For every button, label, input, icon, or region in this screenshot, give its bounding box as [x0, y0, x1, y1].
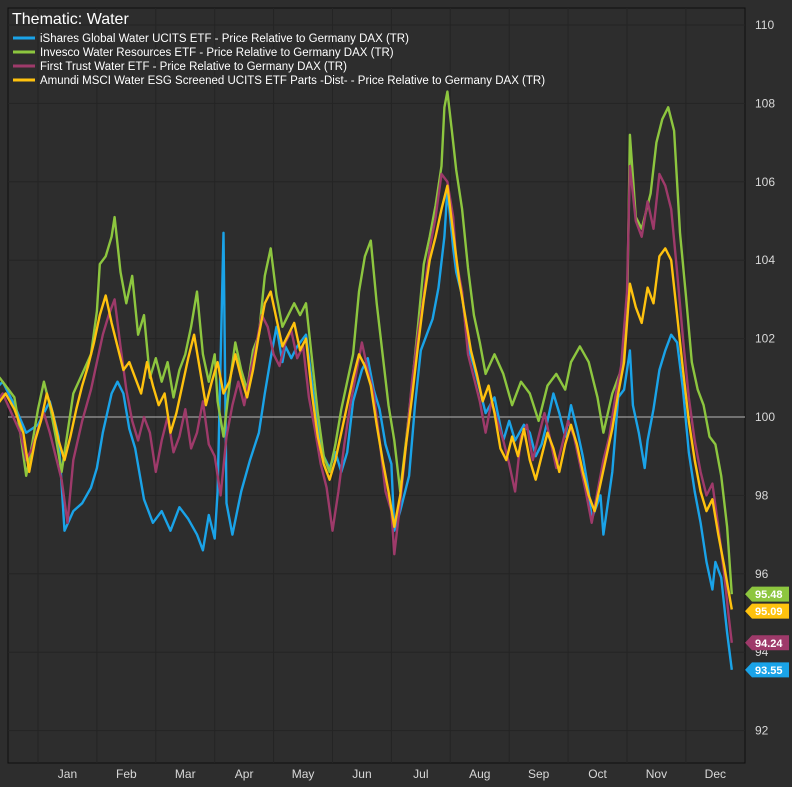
legend-entry-1: iShares Global Water UCITS ETF - Price R…: [40, 33, 409, 45]
y-tick-label: 100: [755, 410, 775, 424]
end-label-value-2: 95.48: [755, 589, 783, 601]
end-labels: 95.48 95.09 94.24 93.55: [745, 586, 789, 678]
legend: iShares Global Water UCITS ETF - Price R…: [13, 33, 545, 87]
y-tick-label: 106: [755, 175, 775, 189]
x-tick-label: Nov: [646, 767, 667, 781]
grid: [7, 7, 746, 764]
chart-title: Thematic: Water: [12, 11, 129, 28]
y-tick-label: 96: [755, 567, 769, 581]
end-label-value-4: 95.09: [755, 606, 783, 618]
end-label-tag-1: [745, 662, 789, 678]
x-tick-label: Feb: [116, 767, 137, 781]
y-tick-label: 102: [755, 332, 775, 346]
x-tick-label: Jul: [413, 767, 428, 781]
series-line-1: [0, 188, 733, 670]
x-tick-label: Aug: [469, 767, 490, 781]
x-tick-label: Sep: [528, 767, 550, 781]
series-group: [0, 90, 733, 670]
y-tick-label: 110: [755, 18, 774, 32]
series-line-4: [0, 184, 733, 610]
x-tick-label: Jun: [352, 767, 371, 781]
plot-area: [7, 7, 746, 764]
x-tick-label: Jan: [58, 767, 77, 781]
x-tick-label: Apr: [235, 767, 254, 781]
x-tick-label: Dec: [705, 767, 726, 781]
end-label-tag-4: [745, 603, 789, 619]
end-label-value-3: 94.24: [755, 638, 783, 650]
legend-entry-3: First Trust Water ETF - Price Relative t…: [40, 61, 347, 73]
legend-entry-2: Invesco Water Resources ETF - Price Rela…: [40, 47, 394, 59]
x-tick-label: May: [292, 767, 315, 781]
x-tick-label: Oct: [588, 767, 607, 781]
end-label-tag-3: [745, 635, 789, 651]
x-tick-label: Mar: [175, 767, 196, 781]
y-tick-label: 92: [755, 724, 769, 738]
y-tick-label: 104: [755, 253, 775, 267]
end-label-value-1: 93.55: [755, 665, 783, 677]
y-tick-label: 108: [755, 96, 775, 110]
y-tick-label: 98: [755, 488, 769, 502]
series-line-2: [0, 90, 733, 595]
legend-entry-4: Amundi MSCI Water ESG Screened UCITS ETF…: [40, 75, 545, 87]
end-label-tag-2: [745, 586, 789, 602]
